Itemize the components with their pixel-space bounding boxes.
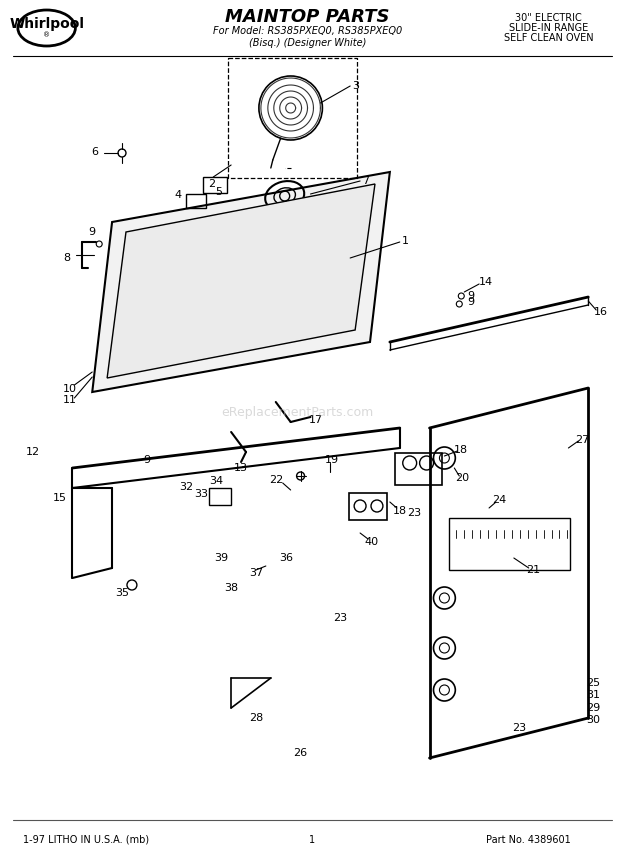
Text: 23: 23 <box>407 508 422 518</box>
Text: 6: 6 <box>91 147 98 157</box>
Text: 1: 1 <box>402 236 409 246</box>
Text: 28: 28 <box>249 713 263 723</box>
Text: 5: 5 <box>215 187 222 197</box>
Bar <box>450 518 570 570</box>
Text: SELF CLEAN OVEN: SELF CLEAN OVEN <box>504 33 593 43</box>
Text: 11: 11 <box>63 395 76 405</box>
Text: 19: 19 <box>326 455 339 465</box>
Text: 2: 2 <box>208 179 215 189</box>
Text: 15: 15 <box>53 493 66 503</box>
Text: 9: 9 <box>143 455 151 465</box>
Bar <box>210 488 231 505</box>
Text: 39: 39 <box>214 553 228 563</box>
Text: 3: 3 <box>353 81 360 91</box>
Text: Part No. 4389601: Part No. 4389601 <box>486 835 571 845</box>
Text: eReplacementParts.com: eReplacementParts.com <box>221 406 374 419</box>
Text: 9: 9 <box>89 227 96 237</box>
Text: 13: 13 <box>234 463 248 473</box>
Text: 38: 38 <box>224 583 238 593</box>
Text: 23: 23 <box>333 613 347 623</box>
Text: 26: 26 <box>293 748 308 758</box>
Text: 12: 12 <box>25 447 40 457</box>
Bar <box>395 453 443 485</box>
Text: 4: 4 <box>174 190 182 200</box>
Text: Whirlpool: Whirlpool <box>9 17 84 31</box>
Ellipse shape <box>18 10 76 46</box>
Text: 34: 34 <box>209 476 223 486</box>
Text: 18: 18 <box>392 506 407 516</box>
Text: 24: 24 <box>492 495 506 505</box>
Text: 10: 10 <box>63 384 76 394</box>
Text: 35: 35 <box>115 588 129 598</box>
Text: 36: 36 <box>279 553 293 563</box>
Polygon shape <box>92 172 390 392</box>
Text: 9: 9 <box>467 291 475 301</box>
Text: 31: 31 <box>587 690 600 700</box>
Bar <box>349 493 387 520</box>
Text: 1: 1 <box>309 835 316 845</box>
Text: 17: 17 <box>308 415 322 425</box>
Text: 1-97 LITHO IN U.S.A. (mb): 1-97 LITHO IN U.S.A. (mb) <box>23 835 149 845</box>
Text: 32: 32 <box>179 482 193 492</box>
Text: 9: 9 <box>467 297 475 307</box>
Text: For Model: RS385PXEQ0, RS385PXEQ0: For Model: RS385PXEQ0, RS385PXEQ0 <box>213 26 402 36</box>
Bar <box>203 177 227 193</box>
Text: 22: 22 <box>268 475 283 485</box>
Text: 25: 25 <box>586 678 600 688</box>
Text: ®: ® <box>43 32 50 38</box>
Text: 20: 20 <box>455 473 469 483</box>
Bar <box>187 194 206 208</box>
Text: (Bisq.) (Designer White): (Bisq.) (Designer White) <box>249 38 366 48</box>
Polygon shape <box>107 184 375 378</box>
Text: 16: 16 <box>594 307 608 317</box>
Text: MAINTOP PARTS: MAINTOP PARTS <box>225 8 390 26</box>
Text: SLIDE-IN RANGE: SLIDE-IN RANGE <box>509 23 588 33</box>
Text: 29: 29 <box>586 703 600 713</box>
Text: 30: 30 <box>587 715 600 725</box>
Text: 37: 37 <box>249 568 263 578</box>
Text: 7: 7 <box>363 176 370 186</box>
Text: 33: 33 <box>194 489 208 499</box>
Text: 40: 40 <box>364 537 378 547</box>
Text: 14: 14 <box>479 277 493 287</box>
Text: 8: 8 <box>63 253 71 263</box>
Text: 18: 18 <box>454 445 468 455</box>
Text: 23: 23 <box>512 723 526 733</box>
Text: 27: 27 <box>575 435 590 445</box>
Text: 30" ELECTRIC: 30" ELECTRIC <box>515 13 582 23</box>
Text: 21: 21 <box>526 565 540 575</box>
